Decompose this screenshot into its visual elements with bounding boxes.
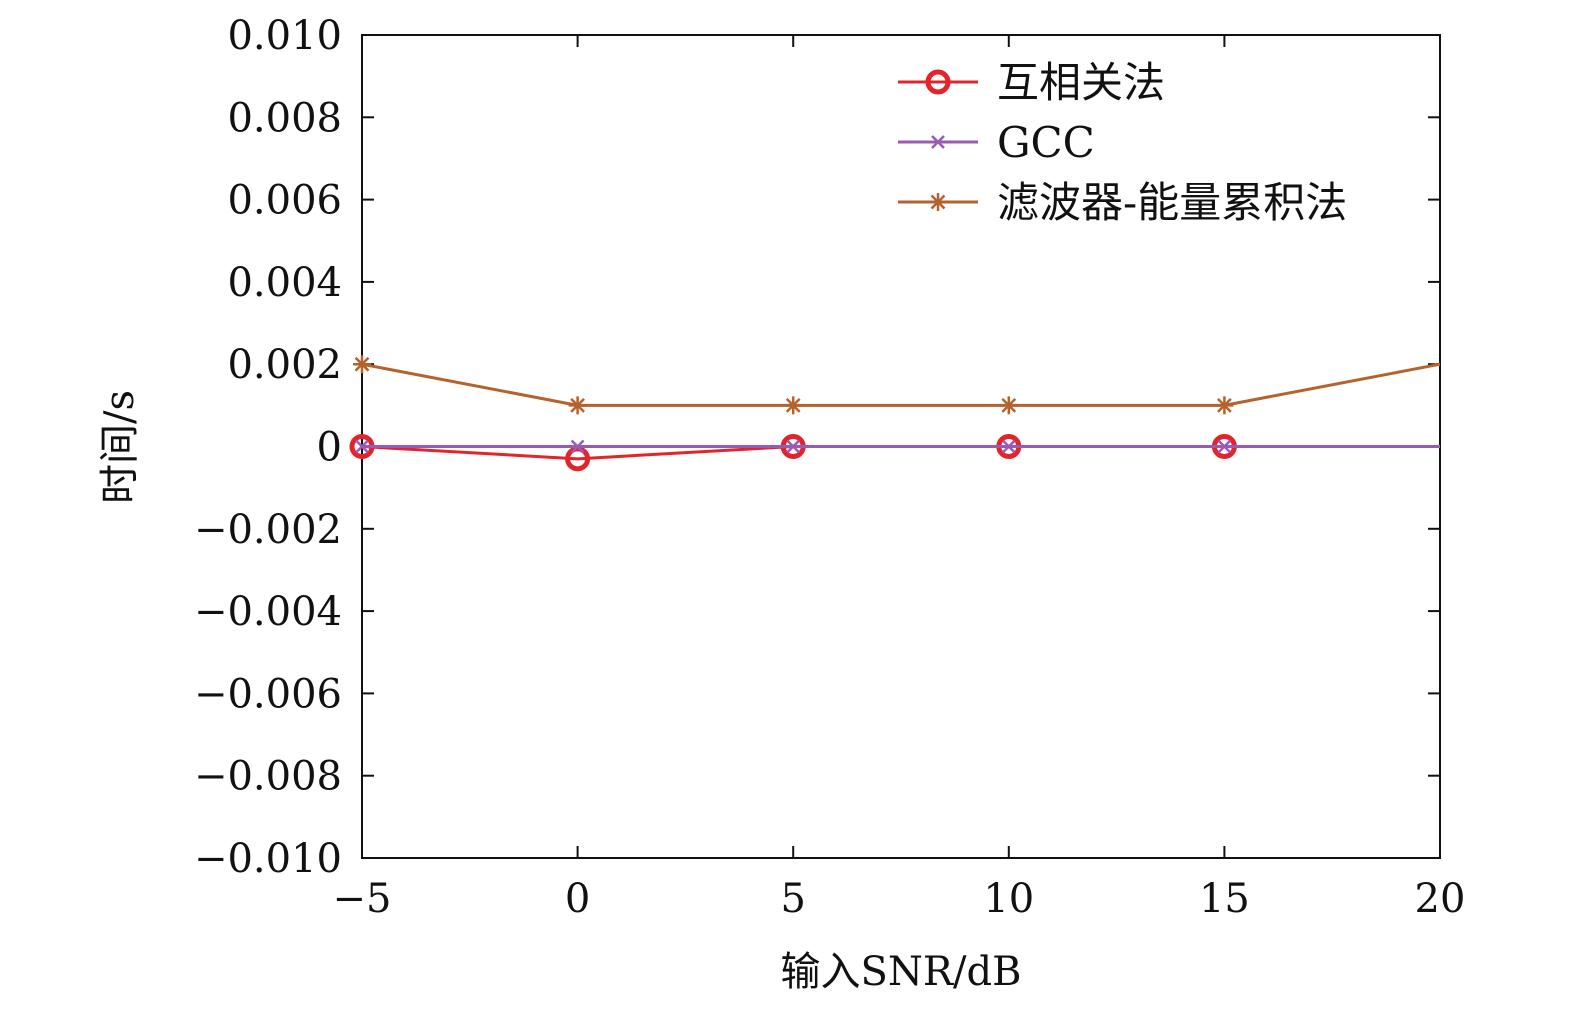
legend-swatch-marker: [931, 135, 945, 149]
x-tick-label: 20: [1415, 876, 1466, 922]
y-tick-label: −0.002: [194, 507, 342, 553]
series-2: [353, 355, 1441, 415]
data-point: [786, 439, 801, 454]
y-tick-label: 0.004: [227, 260, 342, 306]
y-axis-ticks: 0.010 0.008 0.006 0.004 0.002 0 −0.002 −0.004 −0…: [194, 13, 1440, 882]
x-tick-label: 15: [1199, 876, 1250, 922]
y-tick-label: 0.002: [227, 342, 342, 388]
series-1: [355, 439, 1440, 454]
y-axis-label: 时间/s: [97, 390, 143, 504]
y-tick-label: 0.008: [227, 95, 342, 141]
y-tick-label: −0.004: [194, 589, 342, 635]
legend-item: GCC: [898, 118, 1095, 167]
data-point: [1215, 396, 1234, 415]
legend: 互相关法 GCC 滤波器-能量累积法: [898, 58, 1347, 227]
series-0: [349, 434, 1440, 472]
y-tick-label: 0.006: [227, 178, 342, 224]
data-point: [1001, 439, 1016, 454]
x-tick-label: −5: [333, 876, 392, 922]
x-tick-label: 0: [565, 876, 590, 922]
legend-item: 滤波器-能量累积法: [898, 178, 1347, 227]
legend-label: GCC: [997, 118, 1095, 167]
series-layer: [349, 355, 1441, 472]
x-tick-label: 5: [780, 876, 805, 922]
legend-swatch-marker: [929, 193, 947, 211]
data-point: [355, 439, 369, 454]
y-tick-label: 0: [317, 425, 342, 471]
series-line: [361, 445, 1440, 461]
x-axis-label: 输入SNR/dB: [781, 949, 1022, 995]
y-tick-label: −0.008: [194, 754, 342, 800]
data-point: [353, 355, 371, 374]
x-tick-label: 10: [983, 876, 1034, 922]
legend-label: 滤波器-能量累积法: [997, 178, 1347, 227]
legend-swatch-marker: [925, 69, 951, 95]
data-point: [999, 396, 1018, 415]
legend-label: 互相关法: [997, 58, 1165, 107]
data-point: [784, 396, 803, 415]
data-point: [1217, 439, 1232, 454]
data-point: [565, 446, 591, 472]
y-tick-label: −0.010: [194, 836, 342, 882]
y-tick-label: −0.006: [194, 671, 342, 717]
data-point: [570, 439, 585, 454]
legend-item: 互相关法: [898, 58, 1165, 107]
y-tick-label: 0.010: [227, 13, 342, 59]
series-line: [361, 362, 1441, 407]
x-axis-ticks: −5 0 5 10 15 20: [333, 35, 1466, 922]
data-point: [568, 396, 587, 415]
